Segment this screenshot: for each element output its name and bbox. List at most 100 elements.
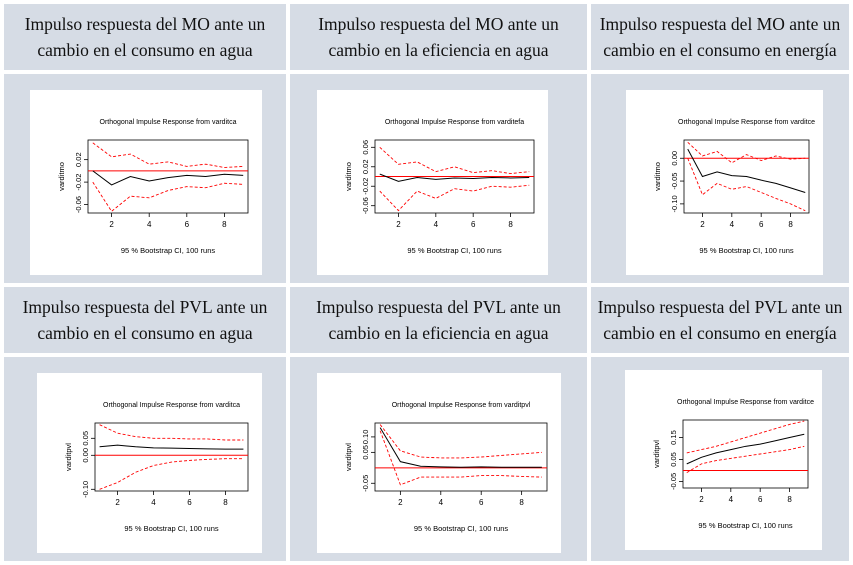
panel-title-line2: cambio en el consumo en agua [37, 323, 253, 343]
panel-title-line2: cambio en el consumo en energía [603, 40, 837, 60]
x-tick-label: 2 [109, 220, 114, 229]
x-tick-label: 8 [788, 220, 793, 229]
y-tick-label: 0.10 [361, 430, 370, 445]
chart-card-2: Orthogonal Impulse Response from vardite… [317, 90, 548, 275]
chart-1: Orthogonal Impulse Response from varditc… [57, 119, 249, 255]
panel-title-5: Impulso respuesta del PVL ante un cambio … [290, 287, 587, 353]
x-tick-label: 4 [439, 498, 444, 507]
x-tick-label: 8 [508, 220, 513, 229]
chart-4: Orthogonal Impulse Response from varditc… [64, 402, 249, 533]
y-tick-label: -0.05 [361, 475, 370, 492]
x-tick-label: 6 [479, 498, 484, 507]
x-tick-label: 6 [187, 498, 192, 507]
chart-cell-6: Orthogonal Impulse Response from varditc… [591, 357, 849, 561]
x-tick-label: 6 [759, 220, 764, 229]
x-tick-label: 4 [147, 220, 152, 229]
plot-title: Orthogonal Impulse Response from varditc… [103, 402, 240, 409]
chart-6: Orthogonal Impulse Response from varditc… [652, 399, 814, 530]
chart-card-1: Orthogonal Impulse Response from varditc… [30, 90, 262, 275]
panel-title-line1: Impulso respuesta del PVL ante un [22, 297, 268, 317]
x-tick-label: 6 [758, 495, 763, 504]
series-upper-line [686, 420, 805, 454]
y-tick-label: -0.10 [670, 195, 679, 212]
panel-title-line1: Impulso respuesta del MO ante un [599, 14, 841, 34]
y-axis-label: varditmo [57, 162, 66, 191]
x-axis-label: 95 % Bootstrap CI, 100 runs [124, 524, 218, 533]
y-tick-label: -0.06 [74, 196, 83, 213]
series-upper-line [687, 141, 806, 164]
series-response-line [92, 170, 244, 186]
y-tick-label: 0.00 [670, 151, 679, 166]
x-tick-label: 2 [699, 495, 704, 504]
x-axis-label: 95 % Bootstrap CI, 100 runs [698, 521, 792, 530]
series-lower-line [379, 430, 542, 486]
y-axis-label: varditpvl [344, 443, 353, 471]
chart-cell-3: Orthogonal Impulse Response from varditc… [591, 74, 849, 283]
chart-card-3: Orthogonal Impulse Response from varditc… [626, 90, 823, 275]
x-tick-label: 6 [185, 220, 190, 229]
series-upper-line [92, 142, 244, 168]
series-lower-line [92, 181, 244, 212]
series-response-line [379, 173, 530, 182]
x-tick-label: 8 [223, 498, 228, 507]
panel-title-1: Impulso respuesta del MO ante un cambio e… [4, 4, 286, 70]
panel-title-line1: Impulso respuesta del PVL ante un [597, 297, 843, 317]
series-lower-line [99, 458, 244, 490]
plot-title: Orthogonal Impulse Response from varditc… [100, 119, 237, 126]
x-tick-label: 2 [396, 220, 401, 229]
y-tick-label: 0.00 [81, 448, 90, 463]
chart-5: Orthogonal Impulse Response from varditp… [344, 402, 548, 533]
plot-frame [683, 139, 810, 214]
panel-title-line1: Impulso respuesta del PVL ante un [316, 297, 561, 317]
figure-grid: Impulso respuesta del MO ante un cambio e… [4, 4, 849, 561]
y-tick-label: -0.02 [74, 174, 83, 191]
plot-frame [94, 422, 249, 492]
panel-title-line2: cambio en la eficiencia en agua [328, 323, 549, 343]
x-axis-label: 95 % Bootstrap CI, 100 runs [407, 246, 501, 255]
plot-frame [87, 139, 249, 214]
plot-title: Orthogonal Impulse Response from varditc… [677, 399, 814, 406]
y-axis-label: varditpvl [652, 440, 661, 468]
x-tick-label: 2 [398, 498, 403, 507]
series-response-line [686, 433, 805, 465]
y-tick-label: -0.05 [669, 473, 678, 490]
panel-title-line1: Impulso respuesta del MO ante un [318, 14, 559, 34]
series-response-line [99, 444, 244, 450]
chart-cell-1: Orthogonal Impulse Response from varditc… [4, 74, 286, 283]
x-tick-label: 8 [519, 498, 524, 507]
y-tick-label: -0.02 [361, 178, 370, 195]
y-axis-label: varditmo [344, 162, 353, 191]
x-tick-label: 8 [787, 495, 792, 504]
x-axis-label: 95 % Bootstrap CI, 100 runs [699, 246, 793, 255]
x-tick-label: 8 [222, 220, 227, 229]
series-upper-line [99, 424, 244, 441]
plot-frame [374, 422, 548, 492]
x-tick-label: 4 [730, 220, 735, 229]
chart-2: Orthogonal Impulse Response from vardite… [344, 119, 535, 255]
series-response-line [687, 148, 806, 193]
x-tick-label: 2 [115, 498, 120, 507]
chart-cell-4: Orthogonal Impulse Response from varditc… [4, 357, 286, 561]
panel-title-line2: cambio en la eficiencia en agua [328, 40, 549, 60]
chart-card-6: Orthogonal Impulse Response from varditc… [625, 370, 822, 550]
series-lower-line [379, 184, 530, 212]
x-tick-label: 2 [700, 220, 705, 229]
panel-title-line1: Impulso respuesta del MO ante un [24, 14, 266, 34]
y-axis-label: varditmo [653, 162, 662, 191]
panel-title-2: Impulso respuesta del MO ante un cambio e… [290, 4, 587, 70]
y-tick-label: -0.05 [670, 173, 679, 190]
chart-card-4: Orthogonal Impulse Response from varditc… [37, 373, 262, 553]
plot-title: Orthogonal Impulse Response from vardite… [385, 119, 524, 126]
chart-cell-5: Orthogonal Impulse Response from varditp… [290, 357, 587, 561]
chart-card-5: Orthogonal Impulse Response from varditp… [317, 373, 561, 553]
panel-title-4: Impulso respuesta del PVL ante un cambio … [4, 287, 286, 353]
series-lower-line [686, 445, 805, 474]
panel-title-3: Impulso respuesta del MO ante un cambio e… [591, 4, 849, 70]
x-axis-label: 95 % Bootstrap CI, 100 runs [414, 524, 508, 533]
chart-3: Orthogonal Impulse Response from varditc… [653, 119, 815, 255]
panel-title-line2: cambio en el consumo en energía [603, 323, 837, 343]
y-tick-label: 0.05 [361, 445, 370, 460]
x-tick-label: 4 [151, 498, 156, 507]
y-tick-label: 0.02 [361, 159, 370, 174]
x-tick-label: 4 [729, 495, 734, 504]
